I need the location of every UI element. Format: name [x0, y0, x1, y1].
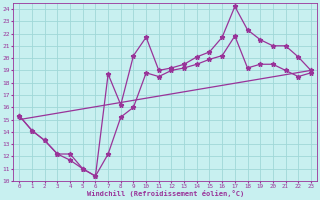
X-axis label: Windchill (Refroidissement éolien,°C): Windchill (Refroidissement éolien,°C): [86, 190, 244, 197]
